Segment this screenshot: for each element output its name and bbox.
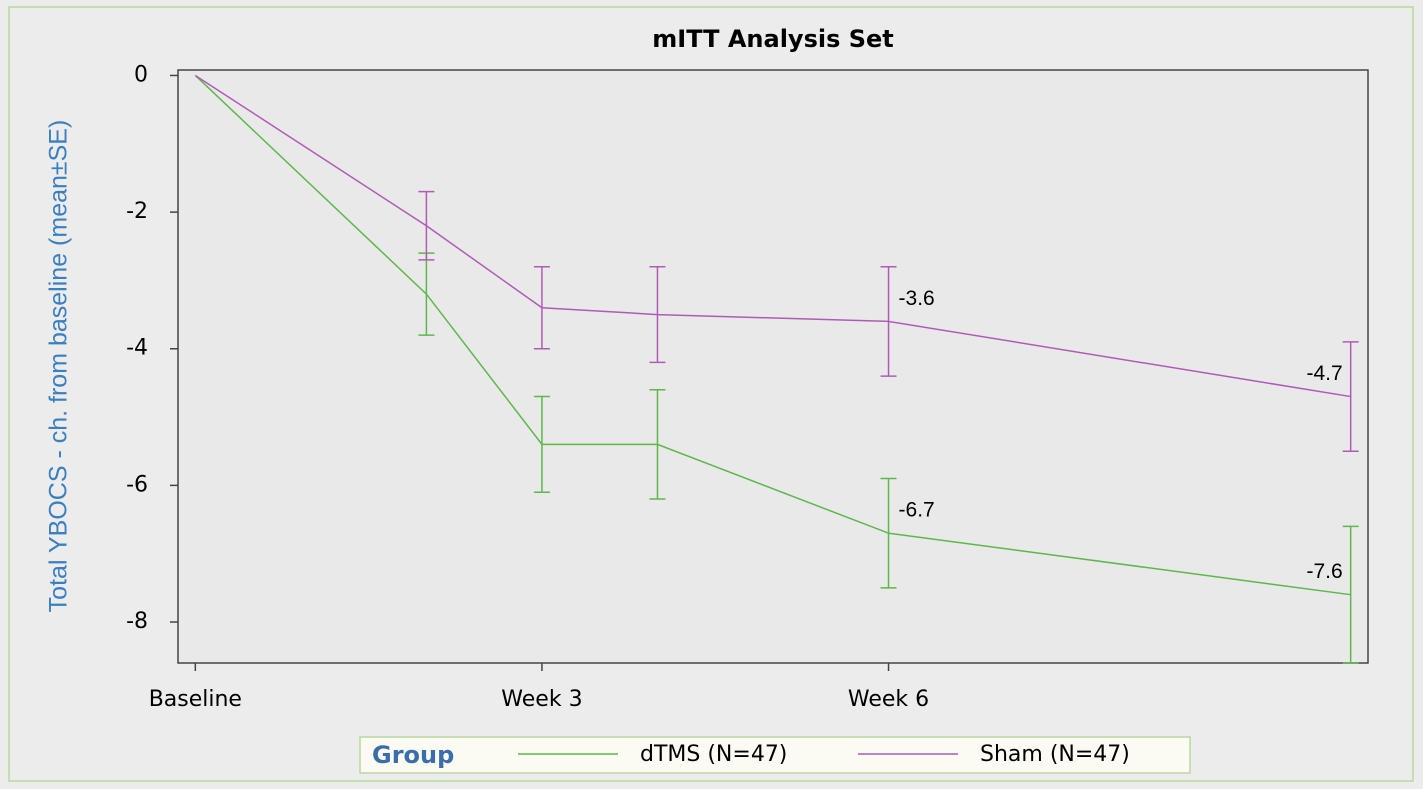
x-tick-label: Week 3 [501,687,582,712]
series-line [194,74,1351,596]
y-axis-label: Total YBOCS - ch. from baseline (mean±SE… [45,120,73,613]
y-tick-label: 0 [134,62,148,87]
outer-border [8,6,1414,782]
error-bar [533,395,550,493]
data-label: -4.7 [1306,362,1342,385]
data-label: -6.7 [899,499,935,522]
error-bar [880,477,897,589]
x-tick-label: Baseline [149,687,242,712]
x-tick-label: Week 6 [848,687,929,712]
legend-label: Sham (N=47) [980,742,1130,767]
error-bar [880,266,897,377]
error-bar [533,266,550,350]
series-line [194,74,1351,398]
y-tick-label: -4 [126,336,148,361]
error-bar [649,266,666,364]
legend-box [359,736,1191,774]
y-tick-label: -6 [126,472,148,497]
error-bar [649,388,666,500]
legend-label: dTMS (N=47) [640,742,787,767]
y-tick-label: -8 [126,609,148,634]
error-bar [1342,525,1359,664]
y-tick-label: -2 [126,199,148,224]
plot-area [177,69,1369,664]
legend-title: Group [372,741,454,769]
data-label: -3.6 [899,287,935,310]
error-bar [418,190,435,261]
data-label: -7.6 [1306,560,1342,583]
error-bar [1342,341,1359,452]
chart-title: mITT Analysis Set [652,25,894,53]
